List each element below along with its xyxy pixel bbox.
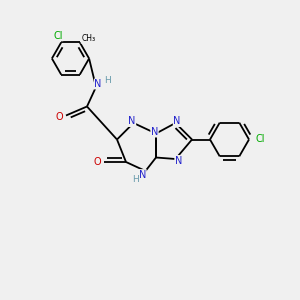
- Text: N: N: [94, 79, 102, 89]
- Text: Cl: Cl: [53, 31, 63, 41]
- Text: N: N: [175, 155, 182, 166]
- Text: O: O: [56, 112, 63, 122]
- Text: N: N: [128, 116, 136, 127]
- Text: H: H: [104, 76, 111, 85]
- Text: H: H: [133, 175, 139, 184]
- Text: O: O: [94, 157, 101, 167]
- Text: CH₃: CH₃: [81, 34, 95, 43]
- Text: Cl: Cl: [256, 134, 265, 145]
- Text: N: N: [151, 127, 158, 137]
- Text: N: N: [139, 169, 146, 180]
- Text: N: N: [173, 116, 181, 127]
